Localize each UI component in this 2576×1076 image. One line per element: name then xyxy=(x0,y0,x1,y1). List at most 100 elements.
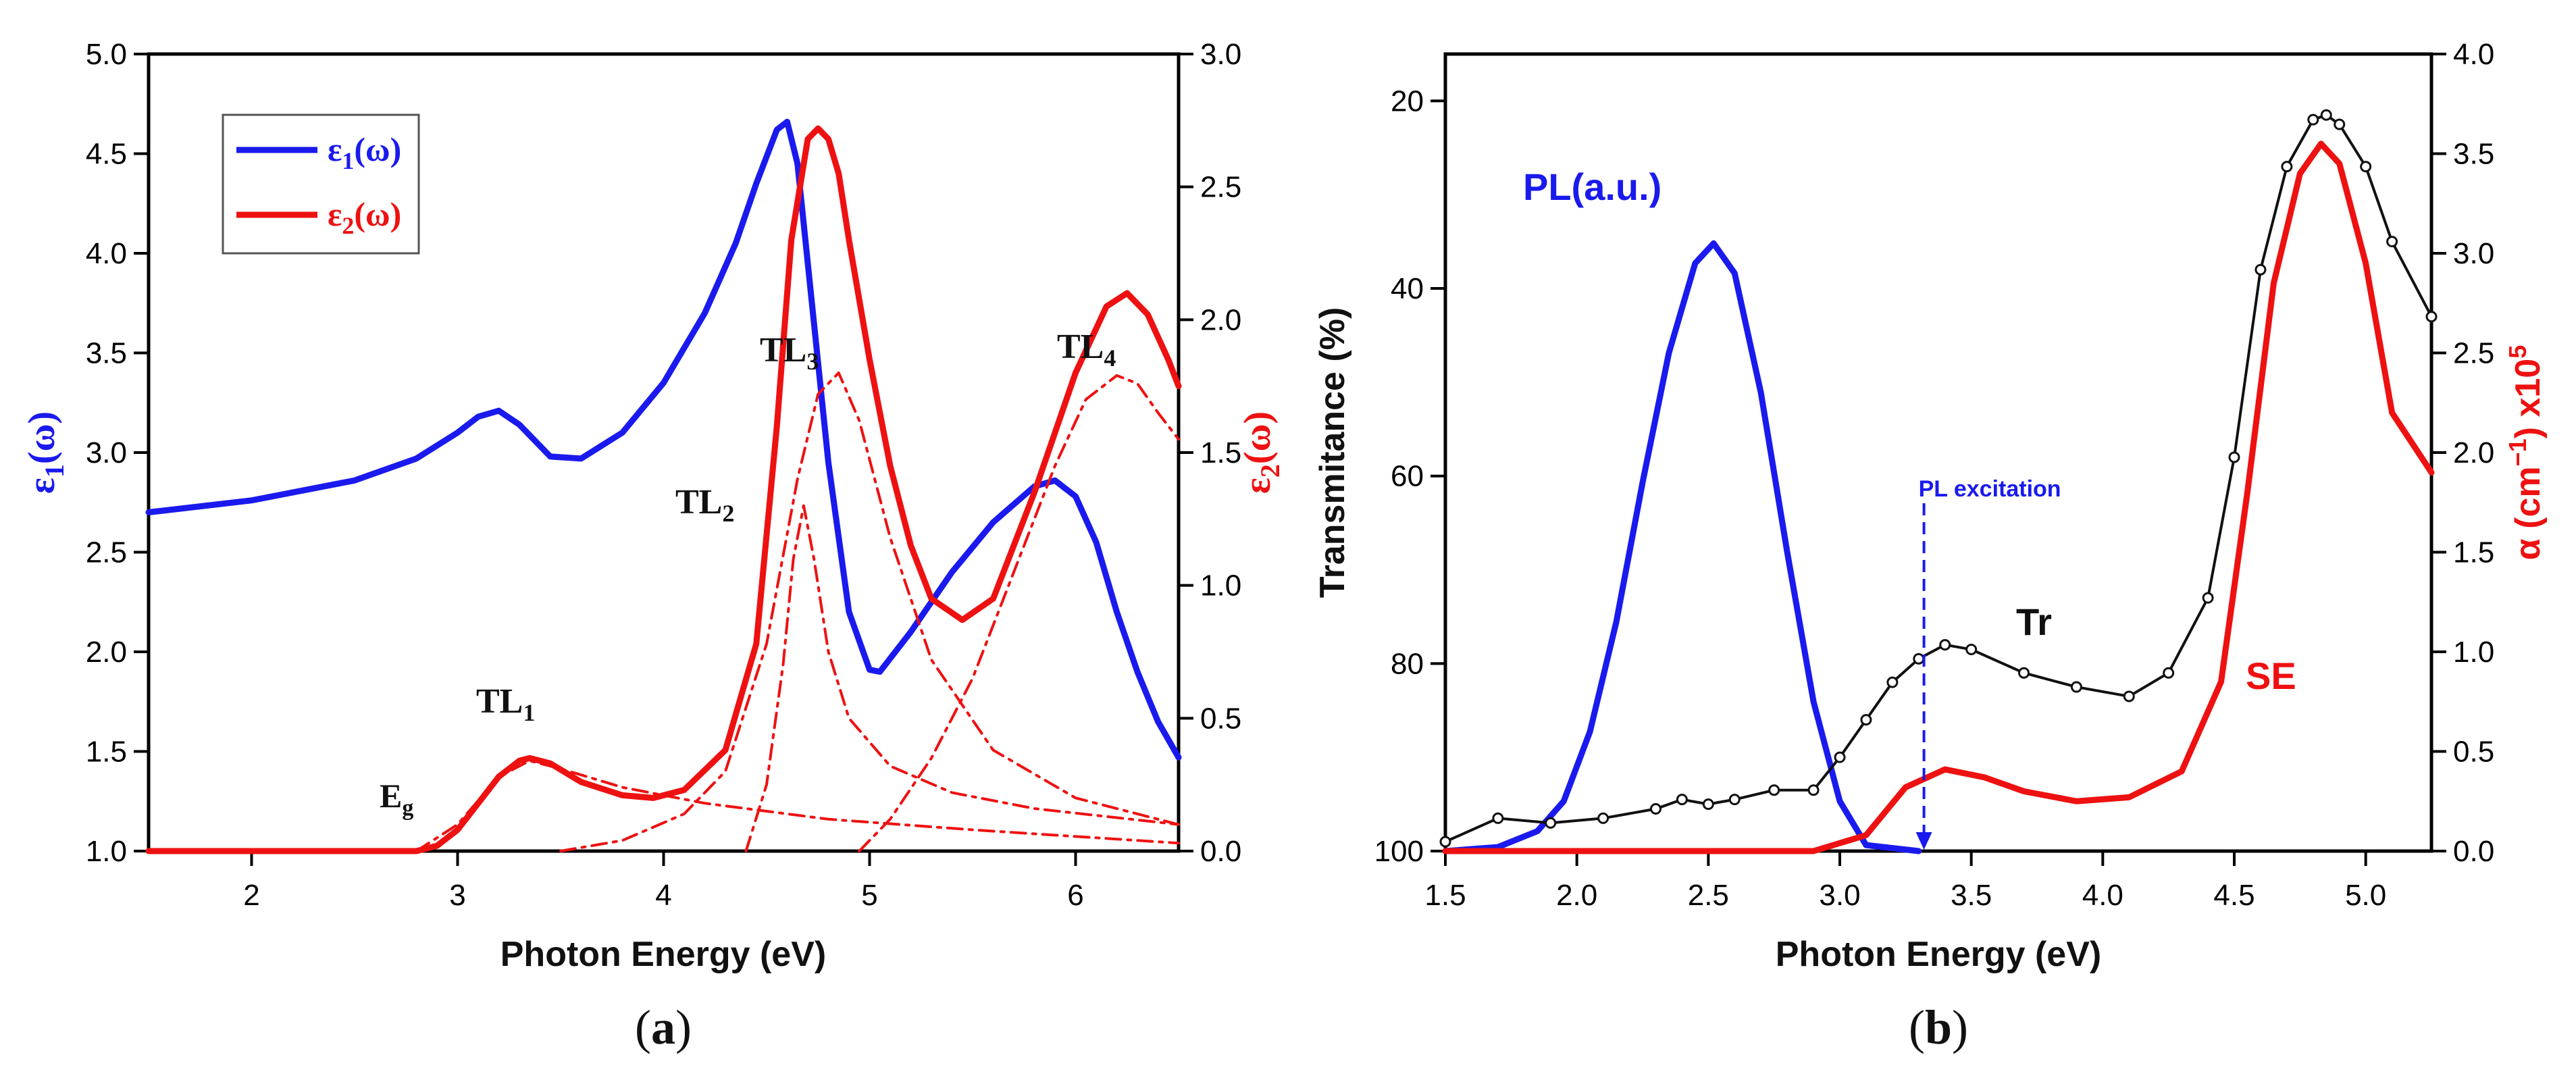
svg-text:α (cm−1) x105: α (cm−1) x105 xyxy=(2504,345,2548,561)
series-tl3 xyxy=(559,372,1180,852)
series-tr-point xyxy=(1913,652,1925,665)
annotation-se: SE xyxy=(2246,655,2296,697)
y-right-tick-label: 0.0 xyxy=(1200,835,1241,868)
x-tick-label: 6 xyxy=(1067,879,1083,912)
y-right-tick-label: 2.0 xyxy=(2453,436,2494,469)
panel-a-series xyxy=(145,118,1182,854)
x-tick-label: 2.5 xyxy=(1688,879,1729,912)
series-tr-point xyxy=(1807,784,1820,796)
series-tr-point xyxy=(2281,161,2293,173)
panel-b-ticks xyxy=(1431,53,2446,866)
x-tick-label: 2 xyxy=(243,879,259,912)
y-left-tick-label: 60 xyxy=(1391,460,1424,493)
panel-b-right-axis-title: α (cm−1) x105 xyxy=(2504,345,2548,561)
y-right-tick-label: 1.5 xyxy=(1200,436,1241,469)
y-right-tick-label: 2.5 xyxy=(1200,171,1241,204)
series-tr-point xyxy=(2360,161,2372,173)
y-left-tick-label: 20 xyxy=(1391,84,1424,118)
legend-entry-eps1: ε1(ω) xyxy=(328,130,401,174)
y-right-tick-label: 2.0 xyxy=(1200,303,1241,336)
svg-text:Transmitance (%): Transmitance (%) xyxy=(1313,307,1352,598)
series-tr-point xyxy=(1768,784,1780,796)
y-right-tick-label: 3.0 xyxy=(2453,237,2494,270)
panel-a-caption: (a) xyxy=(635,1000,692,1054)
annotation-pl-excitation: PL excitation xyxy=(1919,476,2061,502)
series-tr-point xyxy=(2255,263,2267,276)
panel-a-tick-labels: 2 3 4 5 6 1.0 1.5 2.0 2.5 3.0 3.5 4.0 4.5 5.0 0.0 0.5 1.… xyxy=(86,38,1241,912)
y-right-tick-label: 1.0 xyxy=(2453,636,2494,669)
panel-a-ticks xyxy=(134,53,1193,866)
x-tick-label: 1.5 xyxy=(1424,879,1466,912)
y-left-tick-label: 3.5 xyxy=(86,337,127,370)
y-left-tick-label: 40 xyxy=(1391,272,1424,305)
panel-b-tick-labels: 1.5 2.0 2.5 3.0 3.5 4.0 4.5 5.0 20 40 60 80 100 0.0 0.… xyxy=(1374,38,2495,912)
panel-a-x-axis-title: Photon Energy (eV) xyxy=(500,935,826,974)
series-pl-a-u xyxy=(1442,240,1922,854)
series-tr-point xyxy=(1545,817,1557,829)
series-tr xyxy=(1439,109,2438,848)
series-tr-point xyxy=(1492,812,1504,824)
series-tr-point xyxy=(2202,592,2214,604)
annotation-tl4: TL4 xyxy=(1057,328,1116,372)
panel-b-series xyxy=(1439,109,2438,854)
series-tr-point xyxy=(1965,644,1978,656)
y-left-tick-label: 2.5 xyxy=(86,536,127,569)
x-tick-label: 4.0 xyxy=(2082,879,2123,912)
x-tick-label: 5 xyxy=(861,879,877,912)
y-left-tick-label: 5.0 xyxy=(86,38,127,71)
panel-a-right-axis-title: ε2(ω) xyxy=(1237,411,1285,494)
series-tr-point xyxy=(2070,681,2082,693)
x-tick-label: 4 xyxy=(655,879,671,912)
series-tr-point xyxy=(2123,690,2135,702)
x-tick-label: 3 xyxy=(449,879,465,912)
y-left-tick-label: 4.0 xyxy=(86,237,127,270)
panel-a-left-axis-title: ε1(ω) xyxy=(21,411,70,494)
series-tr-point xyxy=(1439,836,1451,848)
series-tr-point xyxy=(2334,118,2346,130)
annotation-tr: Tr xyxy=(2016,600,2052,643)
y-right-tick-label: 4.0 xyxy=(2453,38,2494,71)
svg-text:ε1(ω): ε1(ω) xyxy=(21,411,70,494)
legend-entry-eps2: ε2(ω) xyxy=(328,195,401,239)
series-tr-point xyxy=(2163,667,2175,679)
series-tr-point xyxy=(1886,676,1899,688)
y-left-tick-label: 80 xyxy=(1391,647,1424,680)
series-tr-point xyxy=(1728,794,1741,806)
x-tick-label: 2.0 xyxy=(1556,879,1597,912)
series-tr-point xyxy=(1649,803,1661,815)
series-tr-point xyxy=(1597,812,1609,824)
y-right-tick-label: 0.0 xyxy=(2453,835,2494,868)
panel-a-legend: ε1(ω) ε2(ω) xyxy=(222,113,420,255)
series-tr-point xyxy=(2320,109,2332,121)
series-tl1 xyxy=(415,759,1180,852)
series-tr-point xyxy=(2386,236,2398,248)
series-se xyxy=(1442,140,2435,854)
annotation-tl1: TL1 xyxy=(476,682,535,726)
series-1 xyxy=(145,118,1182,761)
y-left-tick-label: 1.0 xyxy=(86,835,127,868)
series-tl2 xyxy=(744,504,1180,852)
y-right-tick-label: 0.5 xyxy=(2453,736,2494,769)
panel-a: 2 3 4 5 6 1.0 1.5 2.0 2.5 3.0 3.5 4.0 4.5 5.0 0.0 0.5 1.… xyxy=(21,38,1285,1054)
panel-b: 1.5 2.0 2.5 3.0 3.5 4.0 4.5 5.0 20 40 60 80 100 0.0 0.… xyxy=(1313,38,2548,1054)
y-right-tick-label: 1.5 xyxy=(2453,536,2494,569)
x-tick-label: 3.0 xyxy=(1819,879,1860,912)
series-tr-point xyxy=(2228,451,2240,463)
svg-text:ε2(ω): ε2(ω) xyxy=(1237,411,1285,494)
series-tr-point xyxy=(2425,311,2438,323)
y-left-tick-label: 100 xyxy=(1374,835,1424,868)
series-tr-point xyxy=(2018,667,2030,679)
y-left-tick-label: 2.0 xyxy=(86,636,127,669)
panel-b-caption: (b) xyxy=(1909,1000,1968,1054)
pl-excitation-marker xyxy=(1915,503,1932,850)
series-tr-point xyxy=(1860,714,1872,726)
series-tr-point xyxy=(1834,751,1846,763)
x-tick-label: 5.0 xyxy=(2345,879,2386,912)
y-right-tick-label: 1.0 xyxy=(1200,569,1241,603)
y-left-tick-label: 3.0 xyxy=(86,436,127,469)
annotation-pl: PL(a.u.) xyxy=(1523,165,1661,208)
x-tick-label: 3.5 xyxy=(1951,879,1992,912)
series-tl4 xyxy=(858,374,1180,852)
y-right-tick-label: 2.5 xyxy=(2453,337,2494,370)
